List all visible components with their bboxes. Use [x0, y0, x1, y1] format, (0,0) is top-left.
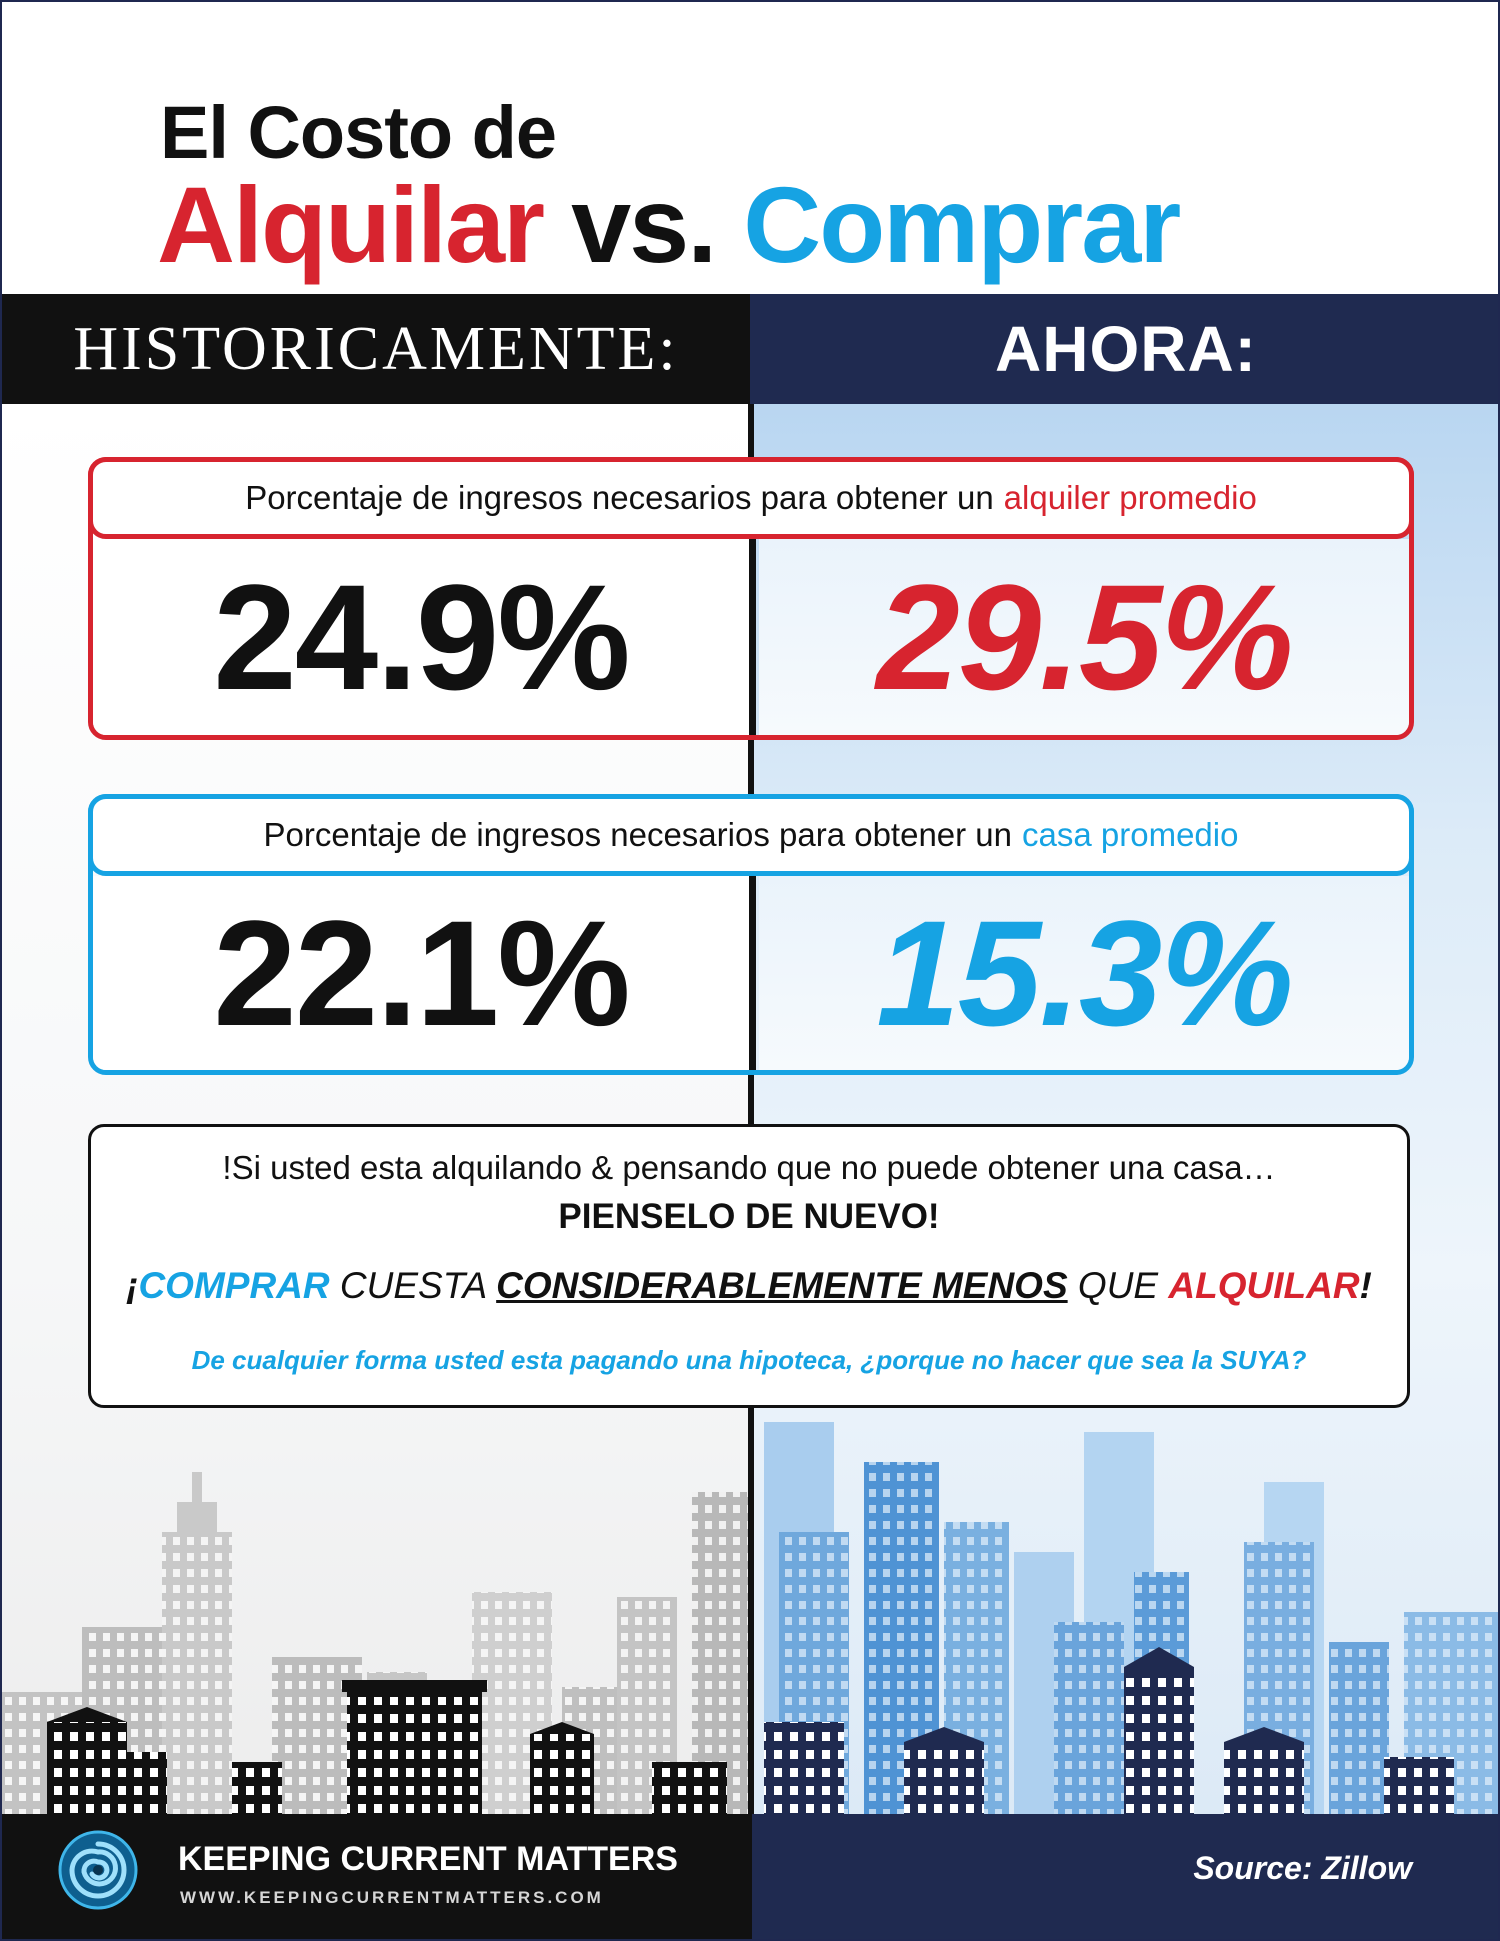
rent-label-prefix: Porcentaje de ingresos necesarios para o… — [245, 479, 994, 516]
rent-label-highlight: alquiler promedio — [1003, 479, 1257, 516]
buy-percentage-box: Porcentaje de ingresos necesarios para o… — [88, 794, 1414, 1075]
title-rent-word: Alquilar — [157, 164, 545, 285]
message-buy-word: COMPRAR — [138, 1265, 330, 1306]
message-box: !Si usted esta alquilando & pensando que… — [88, 1124, 1410, 1408]
blue-city-skyline — [764, 1422, 1498, 1844]
rent-percentage-box: Porcentaje de ingresos necesarios para o… — [88, 457, 1414, 740]
rent-now-value: 29.5% — [876, 552, 1293, 721]
historic-header-label: HISTORICAMENTE: — [73, 314, 679, 383]
buy-historic-value: 22.1% — [213, 888, 630, 1057]
buy-now-value: 15.3% — [876, 888, 1293, 1057]
buy-label-highlight: casa promedio — [1022, 816, 1239, 853]
message-line-1: !Si usted esta alquilando & pensando que… — [222, 1149, 1276, 1186]
now-header-label: AHORA: — [995, 313, 1257, 385]
message-line-2: PIENSELO DE NUEVO! — [558, 1197, 940, 1236]
buy-box-label: Porcentaje de ingresos necesarios para o… — [88, 794, 1414, 876]
brand-url: WWW.KEEPINGCURRENTMATTERS.COM — [180, 1888, 604, 1907]
title-buy-word: Comprar — [743, 164, 1181, 285]
message-line-4: De cualquier forma usted esta pagando un… — [191, 1345, 1307, 1375]
title-line-2: Alquilar vs. Comprar — [157, 162, 1181, 287]
title-area: El Costo de Alquilar vs. Comprar — [2, 2, 1498, 294]
now-column-header: AHORA: — [750, 294, 1498, 404]
title-line-1: El Costo de — [160, 91, 557, 174]
buy-label-prefix: Porcentaje de ingresos necesarios para o… — [263, 816, 1013, 853]
historic-column-header: HISTORICAMENTE: — [2, 294, 750, 404]
message-rent-word: ALQUILAR — [1168, 1265, 1360, 1306]
message-line-3: ¡COMPRAR CUESTA CONSIDERABLEMENTE MENOS … — [126, 1265, 1372, 1306]
rent-historic-value: 24.9% — [213, 552, 630, 721]
footer-right — [752, 1814, 1498, 1939]
swirl-logo-icon — [58, 1830, 138, 1910]
title-vs-word: vs. — [571, 164, 717, 285]
message-emphasis: CONSIDERABLEMENTE MENOS — [496, 1265, 1068, 1306]
brand-name: KEEPING CURRENT MATTERS — [178, 1840, 678, 1878]
rent-box-label: Porcentaje de ingresos necesarios para o… — [88, 457, 1414, 539]
source-credit: Source: Zillow — [1193, 1850, 1412, 1886]
gray-city-skyline — [2, 1472, 748, 1844]
